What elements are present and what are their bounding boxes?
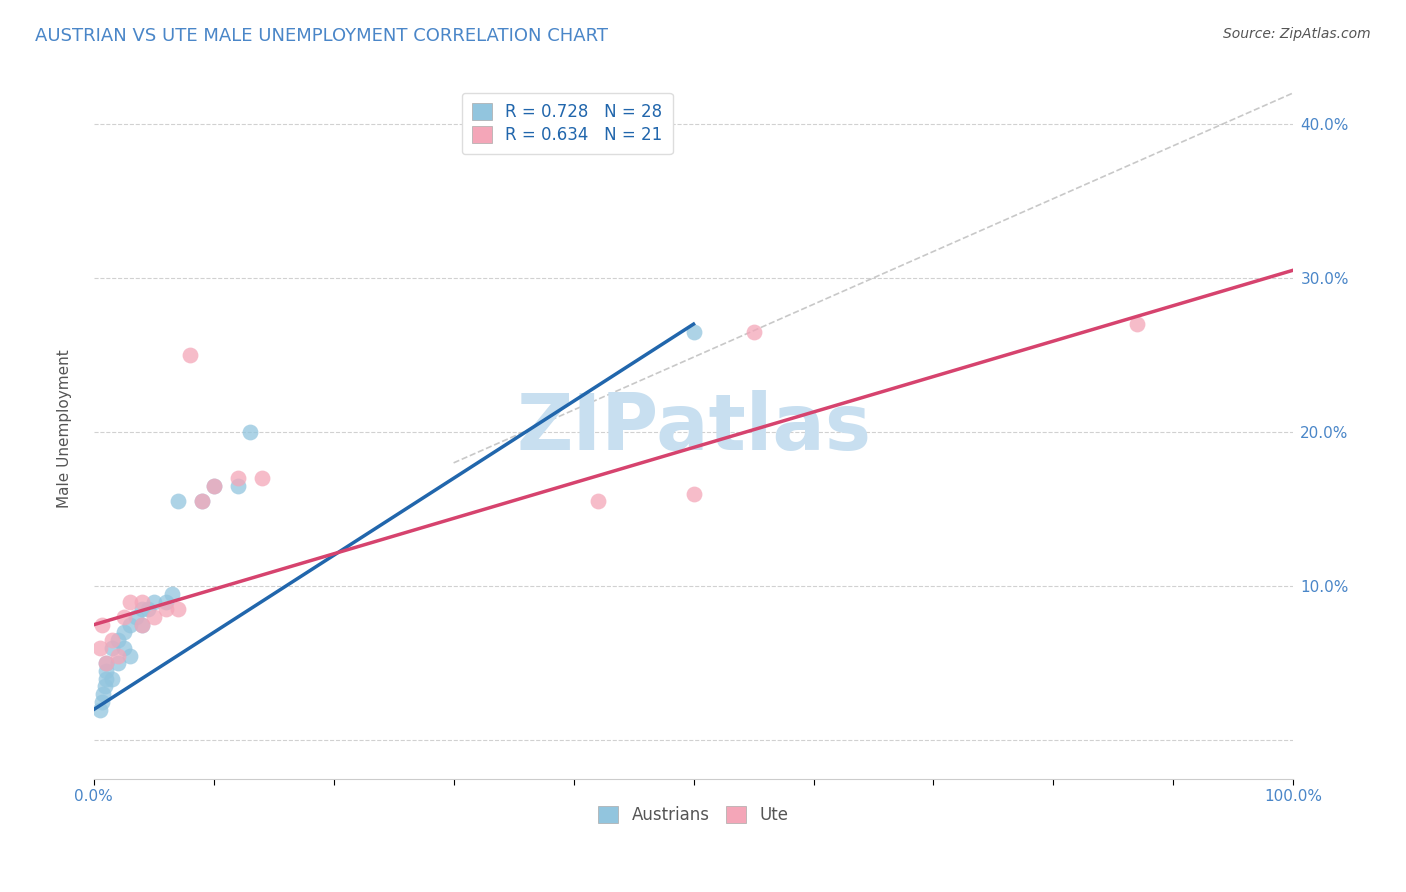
Point <box>93 680 115 694</box>
Point <box>112 640 135 655</box>
Point <box>155 594 177 608</box>
Point <box>1126 317 1149 331</box>
Point <box>94 664 117 678</box>
Point <box>166 494 188 508</box>
Point <box>166 602 188 616</box>
Point <box>107 648 129 663</box>
Point <box>125 610 148 624</box>
Point <box>118 648 141 663</box>
Point <box>131 594 153 608</box>
Point <box>682 325 704 339</box>
Point <box>586 494 609 508</box>
Point <box>742 325 765 339</box>
Point <box>202 479 225 493</box>
Point <box>131 602 153 616</box>
Point <box>94 672 117 686</box>
Y-axis label: Male Unemployment: Male Unemployment <box>58 349 72 508</box>
Point <box>94 657 117 671</box>
Point <box>226 479 249 493</box>
Point <box>131 617 153 632</box>
Point <box>89 640 111 655</box>
Point <box>239 425 262 439</box>
Point <box>100 672 122 686</box>
Point <box>226 471 249 485</box>
Point <box>112 625 135 640</box>
Legend: Austrians, Ute: Austrians, Ute <box>588 796 799 834</box>
Point <box>118 617 141 632</box>
Point <box>100 640 122 655</box>
Point <box>682 486 704 500</box>
Point <box>179 348 201 362</box>
Point <box>190 494 212 508</box>
Point <box>142 610 165 624</box>
Point <box>94 657 117 671</box>
Point <box>155 602 177 616</box>
Point <box>100 633 122 648</box>
Point <box>107 633 129 648</box>
Point <box>131 617 153 632</box>
Point <box>160 587 183 601</box>
Point <box>91 687 114 701</box>
Text: Source: ZipAtlas.com: Source: ZipAtlas.com <box>1223 27 1371 41</box>
Point <box>118 594 141 608</box>
Text: ZIPatlas: ZIPatlas <box>516 390 872 467</box>
Point <box>250 471 273 485</box>
Point <box>107 657 129 671</box>
Point <box>89 702 111 716</box>
Point <box>202 479 225 493</box>
Text: AUSTRIAN VS UTE MALE UNEMPLOYMENT CORRELATION CHART: AUSTRIAN VS UTE MALE UNEMPLOYMENT CORREL… <box>35 27 609 45</box>
Point <box>142 594 165 608</box>
Point <box>91 695 114 709</box>
Point <box>136 602 159 616</box>
Point <box>91 617 114 632</box>
Point <box>112 610 135 624</box>
Point <box>190 494 212 508</box>
